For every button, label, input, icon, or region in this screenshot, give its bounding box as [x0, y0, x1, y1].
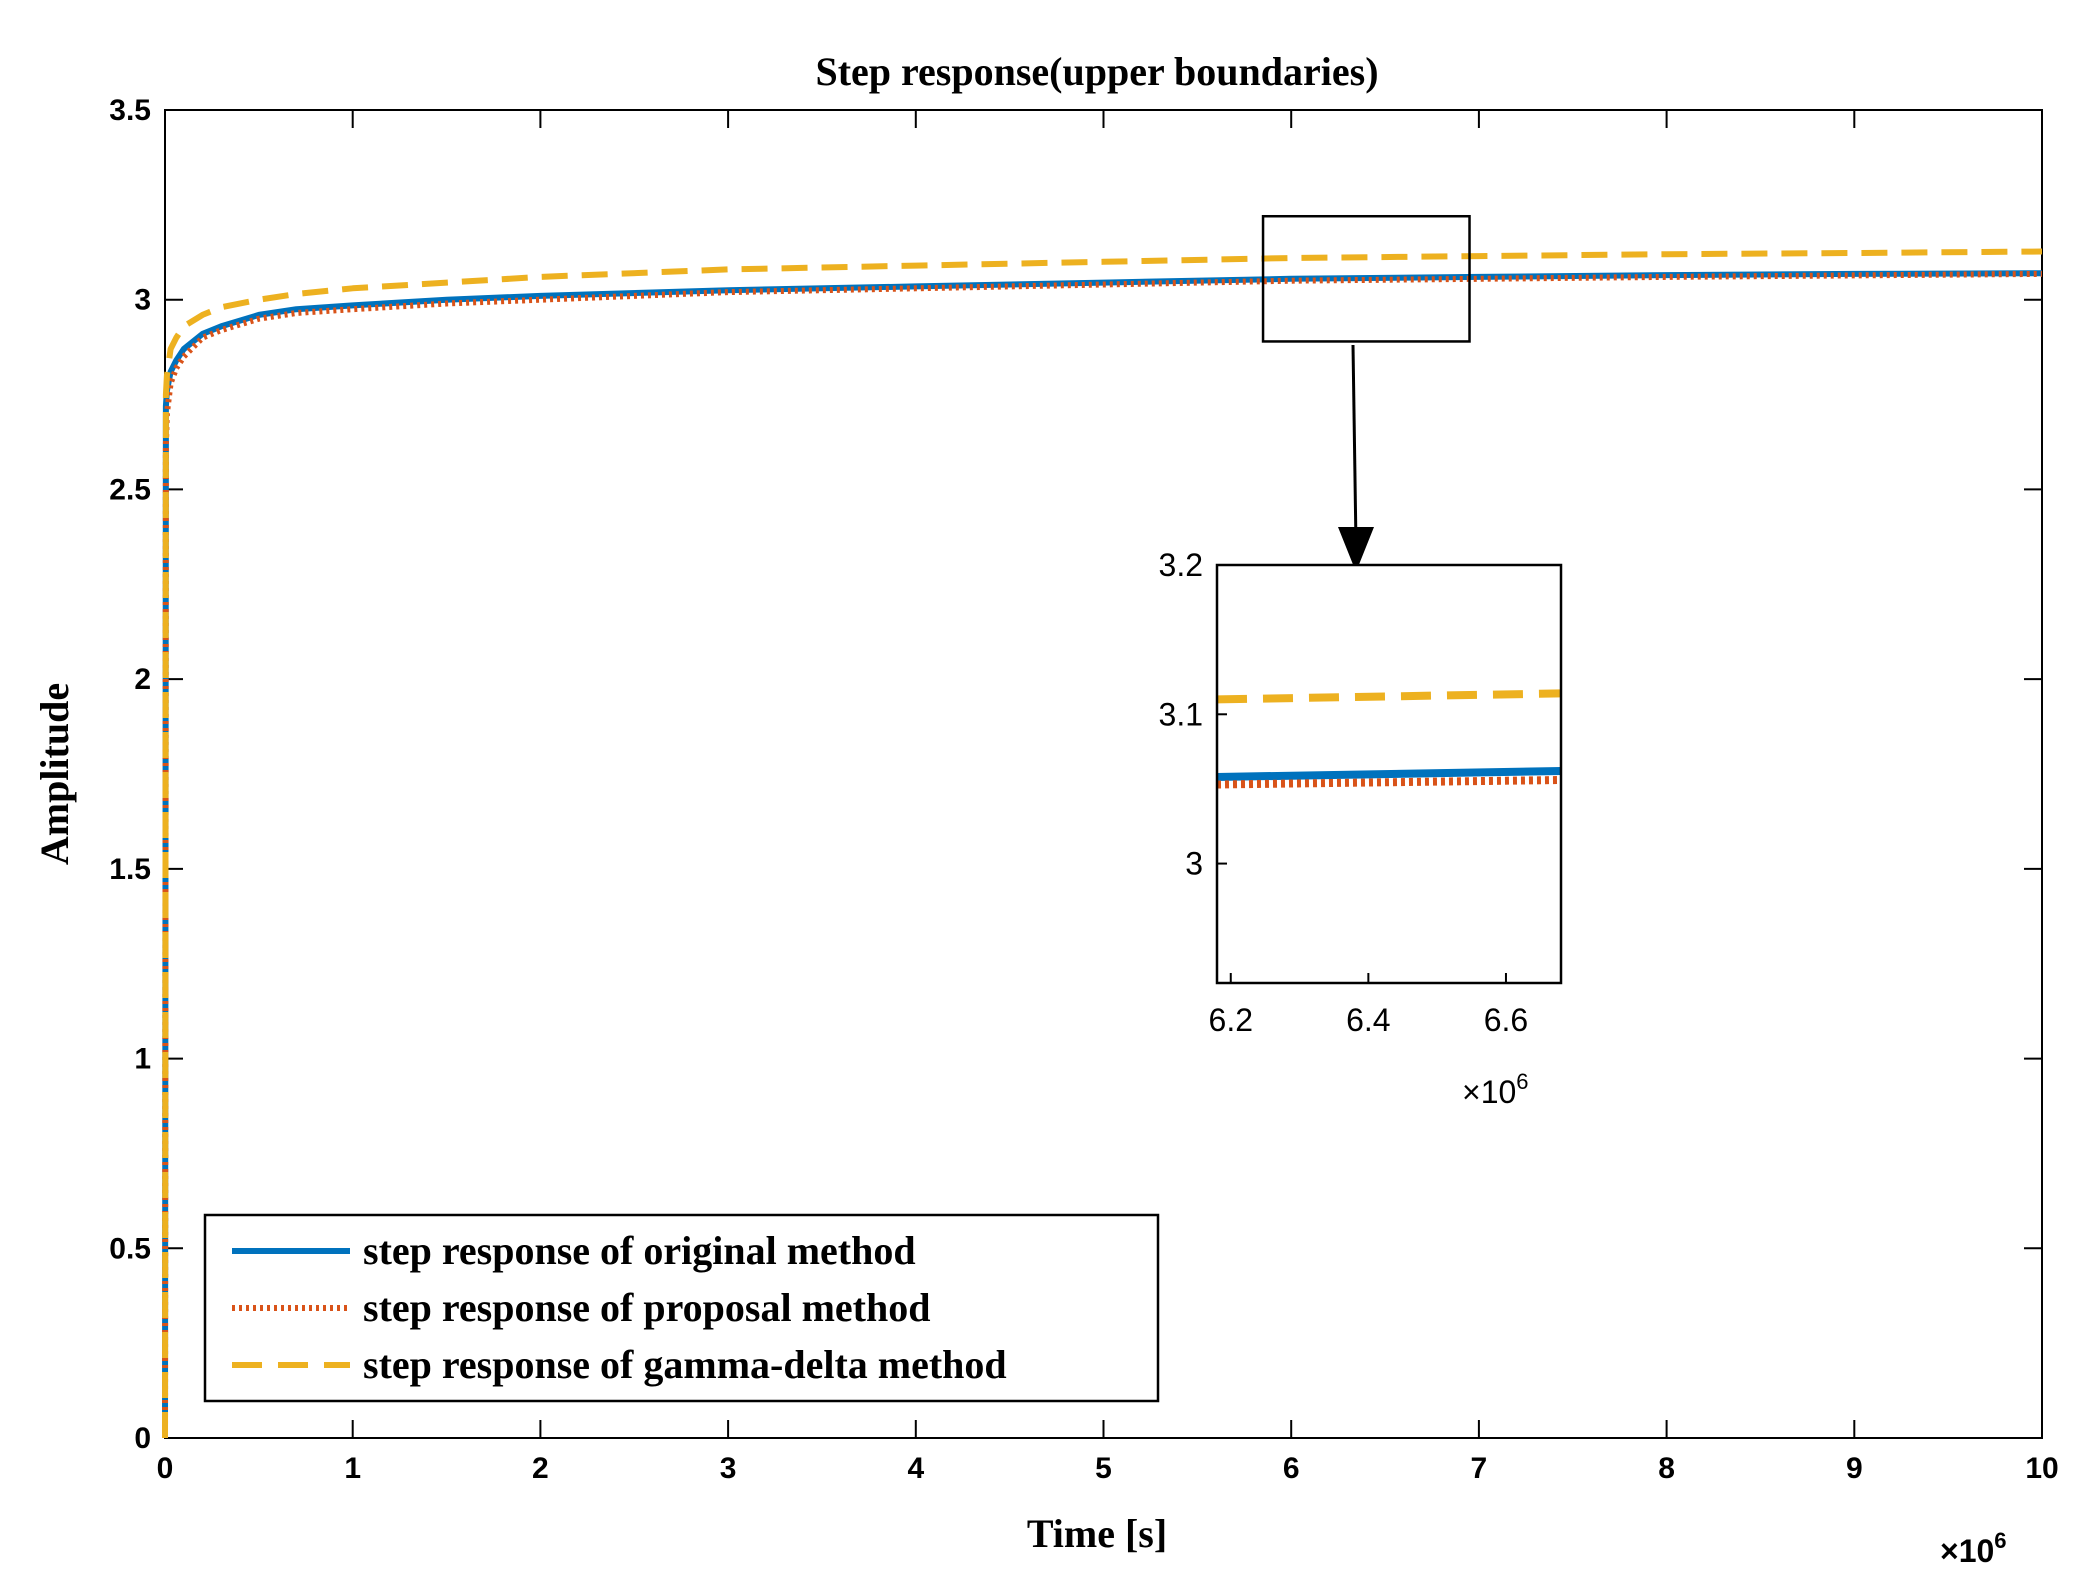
- x-axis-label: Time [s]: [1027, 1511, 1167, 1556]
- y-axis-label: Amplitude: [32, 683, 77, 865]
- x-tick-label: 1: [344, 1452, 361, 1485]
- x-exponent-base: ×10: [1940, 1533, 1994, 1569]
- inset-series-line: [1216, 689, 1562, 704]
- inset-x-tick-label: 6.6: [1484, 1002, 1528, 1038]
- x-tick-label: 4: [907, 1452, 924, 1485]
- x-tick-label: 0: [157, 1452, 174, 1485]
- x-tick-label: 6: [1283, 1452, 1300, 1485]
- inset-x-exponent-label: ×106: [1462, 1069, 1529, 1110]
- inset-x-exponent-power: 6: [1516, 1069, 1528, 1094]
- series-line: [162, 248, 2043, 1439]
- legend-label: step response of proposal method: [363, 1285, 930, 1330]
- y-tick-label: 0: [134, 1422, 151, 1455]
- x-tick-label: 8: [1658, 1452, 1675, 1485]
- inset-series-line: [1216, 776, 1562, 789]
- inset-x-tick-label: 6.2: [1209, 1002, 1253, 1038]
- y-tick-label: 3.5: [109, 94, 151, 127]
- y-tick-label: 1.5: [109, 853, 151, 886]
- x-tick-label: 5: [1095, 1452, 1112, 1485]
- x-tick-label: 3: [720, 1452, 737, 1485]
- chart-title: Step response(upper boundaries): [815, 49, 1378, 94]
- zoom-arrow-line: [1351, 344, 1358, 546]
- inset-x-tick-label: 6.4: [1346, 1002, 1390, 1038]
- inset-plot-frame: [1215, 563, 1563, 985]
- x-tick-label: 2: [532, 1452, 549, 1485]
- legend-box: [203, 1213, 1160, 1403]
- x-tick-label: 9: [1846, 1452, 1863, 1485]
- y-tick-label: 3: [134, 284, 151, 317]
- x-tick-label: 10: [2025, 1452, 2058, 1485]
- y-tick-label: 2: [134, 663, 151, 696]
- inset-y-tick-label: 3: [1185, 846, 1203, 882]
- x-tick-label: 7: [1471, 1452, 1488, 1485]
- legend-label: step response of gamma-delta method: [363, 1342, 1007, 1387]
- y-tick-label: 0.5: [109, 1232, 151, 1265]
- inset-series-line: [1216, 767, 1562, 781]
- inset-series-lines: [1216, 689, 1562, 789]
- main-series-lines: [162, 248, 2043, 1439]
- inset-y-tick-label: 3.2: [1159, 547, 1203, 583]
- x-exponent-power: 6: [1994, 1528, 2006, 1553]
- inset-ticks: 6.2 6.4 6.6 3 3.1 3.2: [1159, 547, 1529, 1038]
- zoom-arrow-head: [1338, 527, 1374, 572]
- inset-x-exponent-base: ×10: [1462, 1074, 1516, 1110]
- inset-y-tick-label: 3.1: [1159, 696, 1203, 732]
- legend-label: step response of original method: [363, 1228, 916, 1273]
- y-tick-label: 2.5: [109, 473, 151, 506]
- x-exponent-label: ×106: [1940, 1528, 2007, 1569]
- zoom-region-box: [1261, 214, 1471, 343]
- series-line: [162, 270, 2043, 1439]
- main-ticks: 0 1 2 3 4 5 6 7 8 9 10 0 0.5 1 1.5 2 2.5 3 3.5: [109, 94, 2058, 1485]
- y-tick-label: 1: [134, 1043, 151, 1076]
- legend-items: step response of original method step res…: [232, 1228, 1007, 1387]
